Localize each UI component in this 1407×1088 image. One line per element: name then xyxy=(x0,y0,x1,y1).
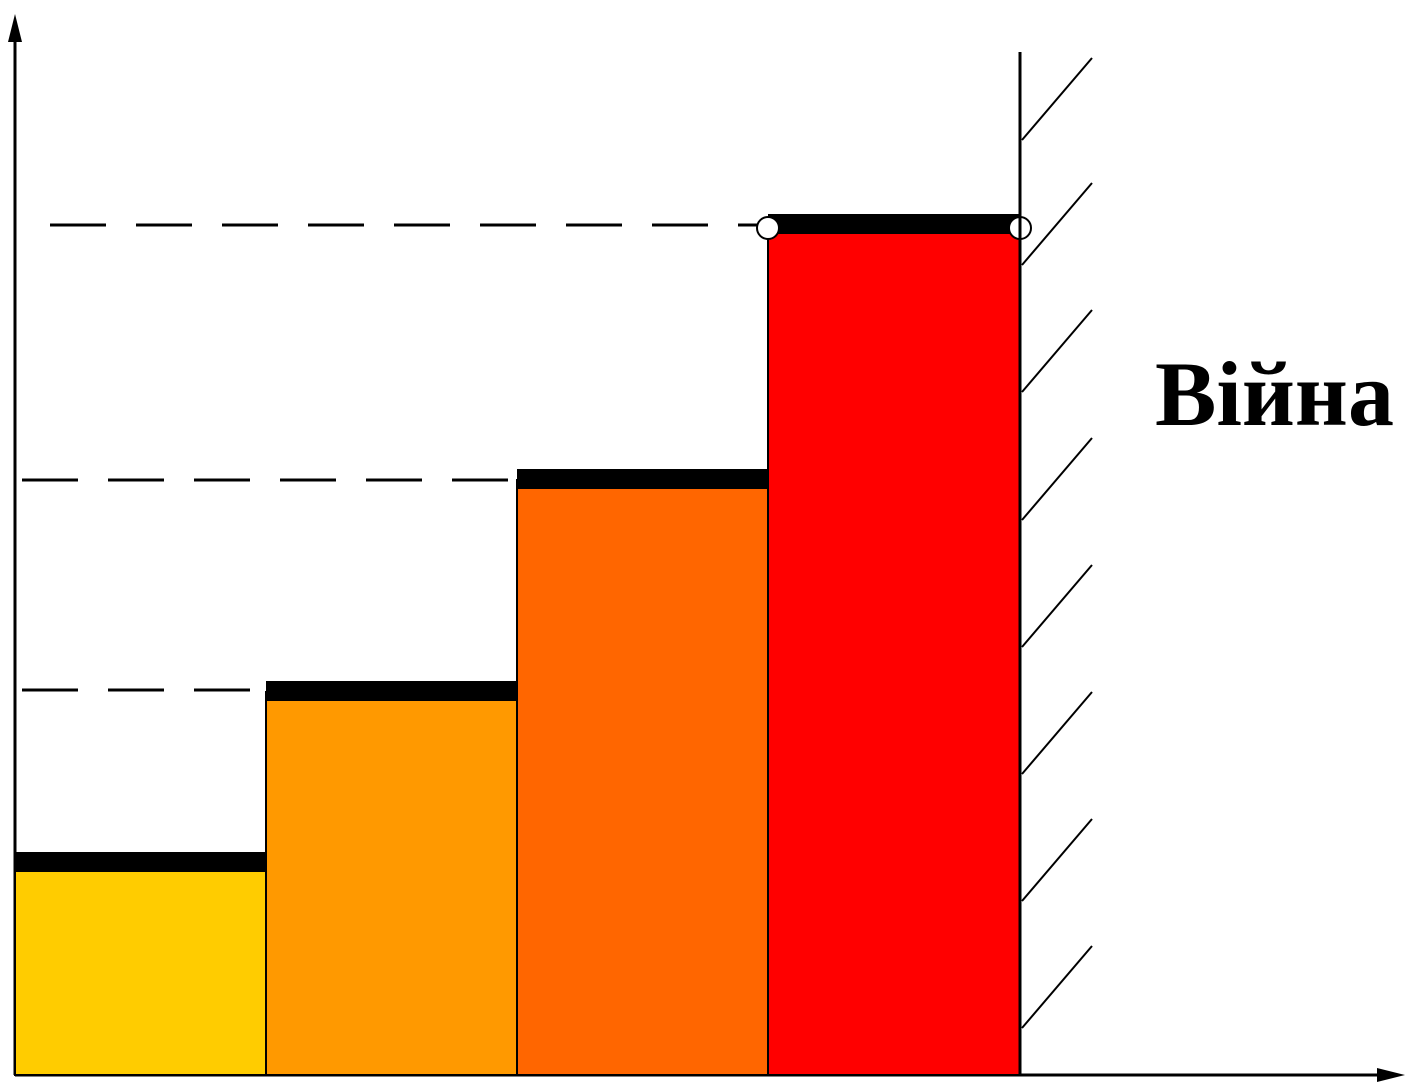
war-label: Війна xyxy=(1155,343,1394,445)
step-cap-4 xyxy=(768,214,1020,234)
threshold-marker-left xyxy=(756,216,780,240)
step-cap-1 xyxy=(15,852,266,872)
step-cap-3 xyxy=(517,469,768,489)
boundary-wall xyxy=(1018,52,1093,1075)
step-bar-3 xyxy=(516,479,769,1076)
x-axis-arrow xyxy=(1377,1068,1405,1082)
y-axis-arrow xyxy=(8,14,22,42)
step-bar-1 xyxy=(14,861,267,1076)
step-bar-4 xyxy=(767,224,1021,1076)
step-cap-2 xyxy=(266,681,517,701)
step-bar-2 xyxy=(265,691,518,1076)
